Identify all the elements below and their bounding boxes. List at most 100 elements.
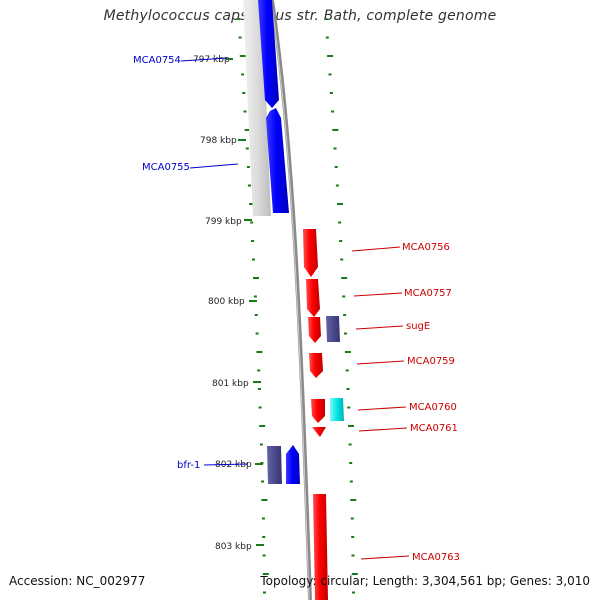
outer-tick-mark: [341, 277, 348, 279]
map-title: Methylococcus capsulatus str. Bath, comp…: [103, 8, 497, 24]
gene-bfr-1: [286, 445, 300, 484]
ruler-label-803: 803 kbp: [215, 542, 252, 552]
inner-tick-mark: [246, 166, 250, 168]
outer-tick-mark: [327, 55, 334, 57]
gene-mca0763: [313, 494, 328, 600]
outer-tick-mark: [332, 129, 339, 131]
gene-mca0756: [303, 229, 318, 277]
inner-tick-mark: [259, 443, 263, 446]
outer-tick-mark: [342, 295, 346, 298]
ruler-label-797: 797 kbp: [193, 55, 230, 65]
gene-label-mca0763: MCA0763: [412, 552, 460, 563]
inner-tick-mark: [250, 221, 254, 224]
outer-tick-mark: [331, 110, 335, 113]
outer-tick-mark: [337, 203, 343, 205]
gene-mca0759: [309, 353, 323, 378]
outer-tick-mark: [345, 369, 349, 372]
gene-sugE-mca0758: [308, 317, 321, 343]
inner-tick-mark: [257, 369, 261, 372]
ruler-label-800: 800 kbp: [208, 297, 245, 307]
gene-label-mca0759: MCA0759: [407, 356, 455, 367]
ruler-label-801: 801 kbp: [212, 379, 249, 389]
inner-tick-mark: [259, 425, 266, 427]
inner-tick-mark: [243, 110, 247, 113]
inner-tick-mark: [258, 406, 262, 409]
outer-tick-mark: [325, 36, 329, 39]
outer-tick-mark: [329, 92, 333, 94]
gene-label-mca0755: MCA0755: [142, 162, 190, 173]
inner-tick-mark: [256, 351, 263, 353]
inner-tick-mark: [261, 480, 264, 483]
gene-label-bfr-1: bfr-1: [177, 460, 200, 471]
outer-tick-mark: [340, 258, 344, 261]
outer-tick-mark: [351, 554, 355, 557]
gene-mca0757: [306, 279, 320, 317]
outer-tick-mark: [350, 499, 357, 501]
gene-mca0760: [311, 399, 325, 423]
inner-tick-mark: [251, 240, 255, 242]
inner-tick-mark: [253, 295, 257, 298]
inner-tick-mark: [257, 388, 261, 390]
inner-tick-mark: [254, 314, 258, 316]
ruler-label-798: 798 kbp: [200, 136, 237, 146]
inner-tick-mark: [249, 203, 256, 205]
gene-label-mca0760: MCA0760: [409, 402, 457, 413]
inner-tick-mark: [245, 147, 249, 150]
genome-backbone-highlight: [270, 0, 310, 600]
inner-tick-mark: [239, 55, 246, 57]
outer-tick-mark: [351, 573, 358, 575]
inner-tick-mark: [241, 73, 245, 76]
outer-tick-mark: [335, 184, 339, 187]
outer-tick-mark: [351, 536, 355, 538]
inner-tick-mark: [242, 92, 246, 94]
genome-backbone: [270, 0, 312, 600]
outer-tick-mark: [349, 462, 353, 464]
gene-bfr-2: [267, 446, 282, 484]
outer-tick-mark: [324, 18, 328, 20]
inner-tick-mark: [262, 573, 269, 575]
outer-tick-mark: [352, 591, 355, 594]
outer-tick-mark: [348, 425, 354, 427]
inner-tick-mark: [252, 258, 255, 261]
outer-tick-mark: [328, 73, 332, 76]
inner-tick-mark: [244, 129, 251, 131]
inner-tick-mark: [237, 18, 241, 20]
genome-summary-label: Topology: circular; Length: 3,304,561 bp…: [260, 574, 590, 588]
gene-sugE: [326, 316, 340, 342]
inner-tick-mark: [238, 36, 242, 39]
outer-tick-mark: [339, 240, 343, 242]
inner-tick-mark: [262, 536, 266, 538]
outer-tick-mark: [347, 406, 351, 409]
gene-label-mca0754: MCA0754: [133, 55, 181, 66]
gene-label-sugE: sugE: [406, 321, 430, 332]
gene-label-mca0757: MCA0757: [404, 288, 452, 299]
reverse-gene-labels: MCA0756 MCA0757 sugE MCA0759 MCA0760 MCA…: [351, 242, 460, 563]
gene-mca0760-rna: [330, 398, 344, 421]
outer-tick-track: [324, 18, 358, 594]
outer-tick-mark: [346, 388, 350, 390]
inner-tick-mark: [261, 499, 268, 501]
inner-tick-mark: [255, 332, 259, 335]
forward-gene-labels: MCA0754 MCA0755 bfr-1: [133, 55, 249, 471]
inner-tick-mark: [248, 184, 251, 187]
inner-tick-mark: [261, 517, 265, 520]
outer-tick-mark: [349, 480, 353, 483]
gene-mca0755: [266, 108, 289, 213]
inner-tick-mark: [262, 554, 266, 557]
outer-tick-mark: [344, 332, 347, 335]
accession-label: Accession: NC_002977: [9, 574, 146, 588]
gene-mca0754: [258, 0, 279, 108]
gene-label-mca0756: MCA0756: [402, 242, 450, 253]
outer-tick-mark: [334, 166, 338, 168]
outer-tick-mark: [333, 147, 337, 150]
outer-tick-mark: [350, 517, 354, 520]
outer-tick-mark: [338, 221, 342, 224]
outer-tick-mark: [344, 351, 351, 353]
outer-tick-mark: [348, 443, 352, 446]
inner-tick-mark: [263, 591, 266, 594]
ruler-label-802: 802 kbp: [215, 460, 252, 470]
ruler-labels: 797 kbp 798 kbp 799 kbp 800 kbp 801 kbp …: [193, 55, 264, 552]
gene-label-mca0761: MCA0761: [410, 423, 458, 434]
gene-mca0761: [312, 427, 326, 437]
